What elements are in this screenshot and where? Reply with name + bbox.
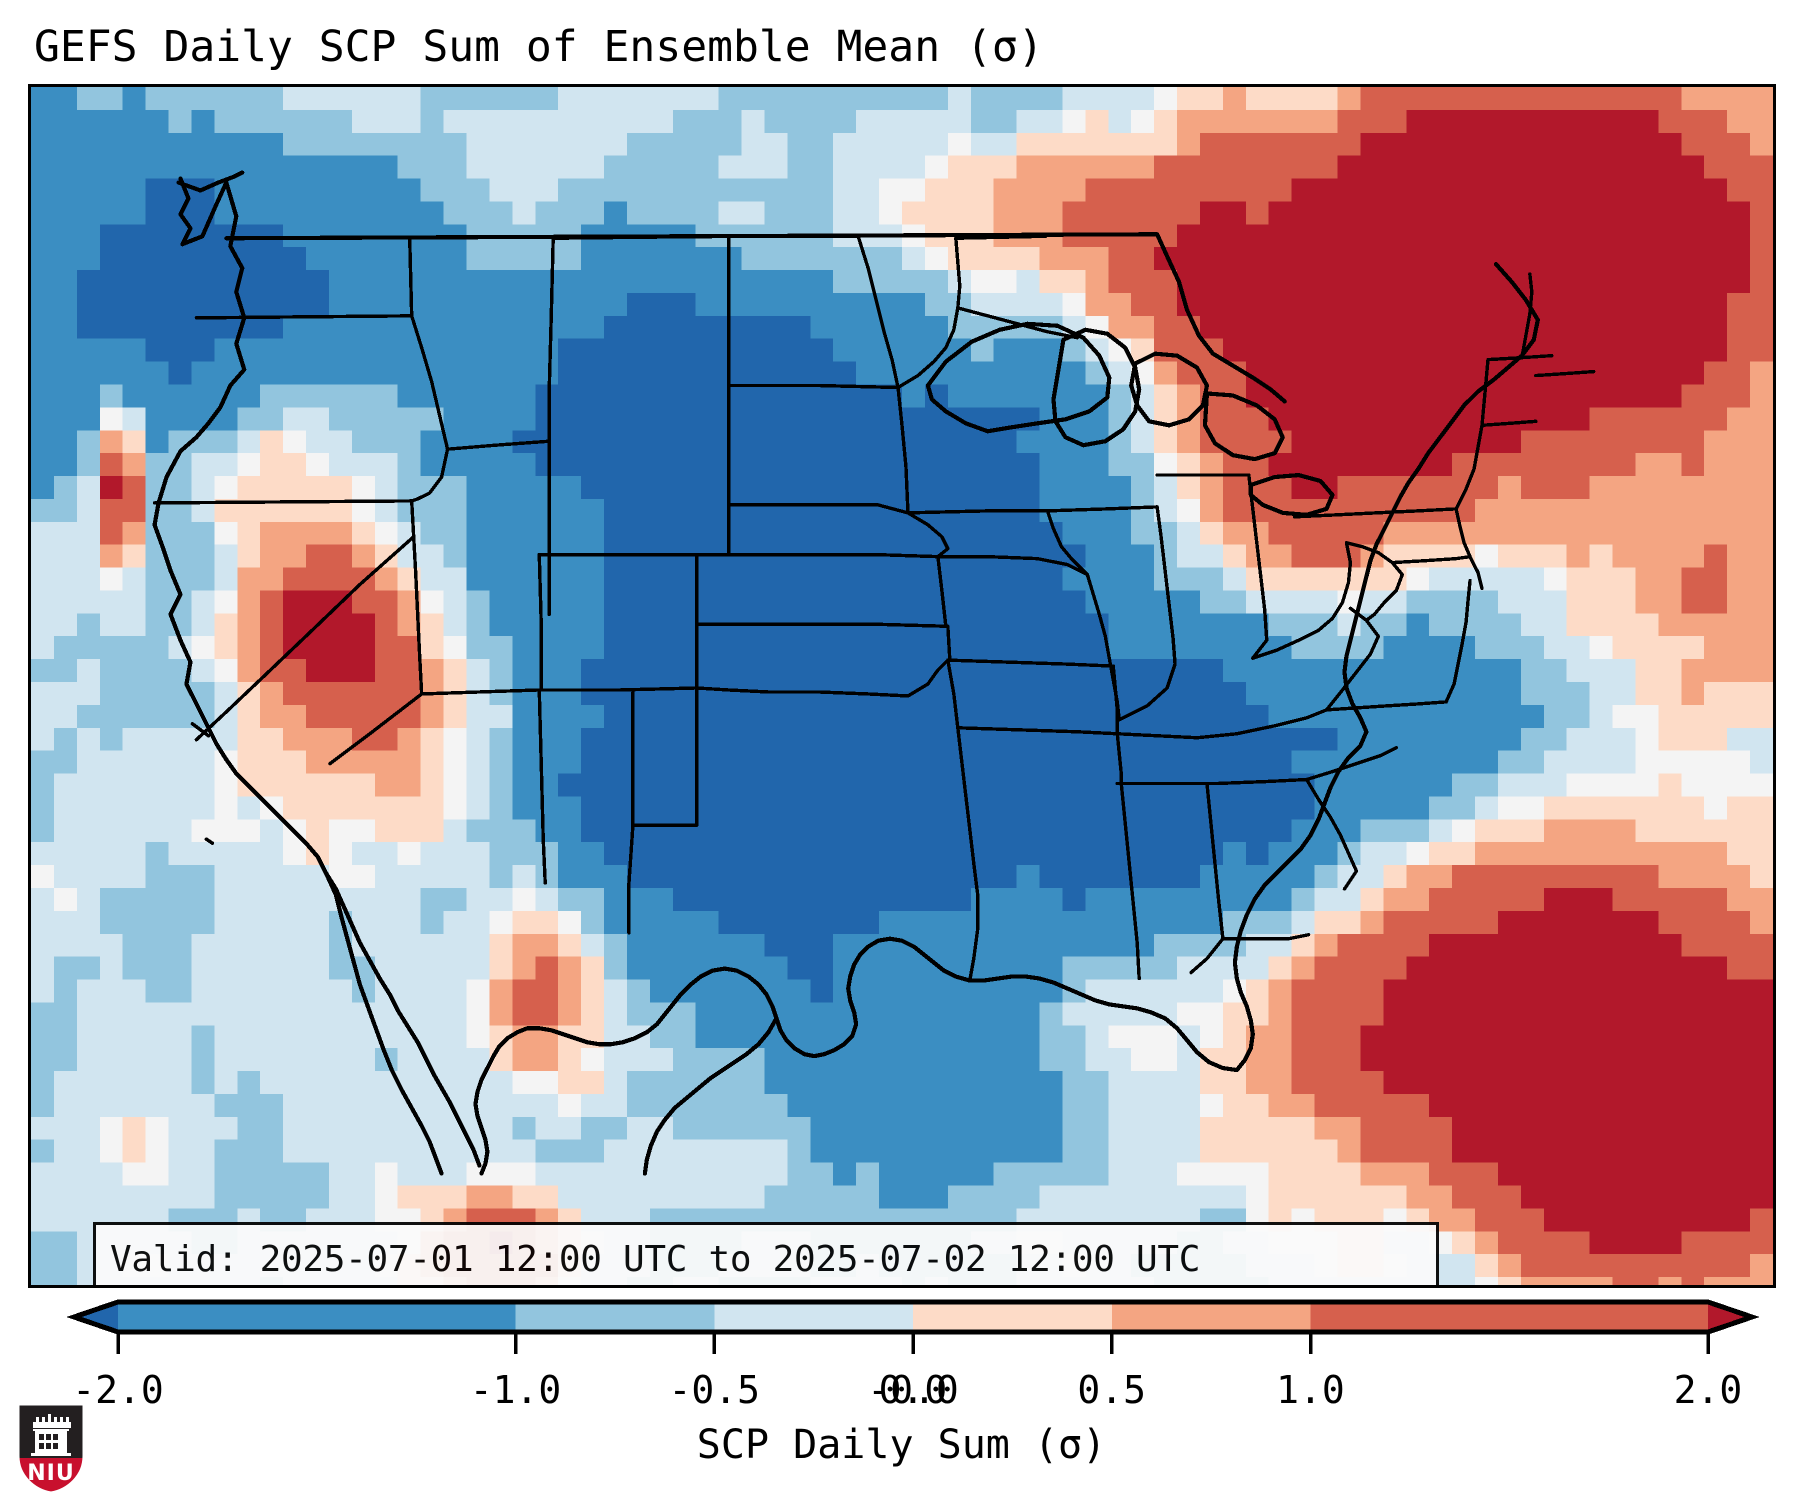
colorbar-axis-label: SCP Daily Sum (σ) xyxy=(696,1422,1107,1468)
niu-shield-logo: NIU xyxy=(16,1402,86,1495)
colorbar-band xyxy=(118,1302,516,1332)
colorbar-outline xyxy=(66,1299,1760,1335)
map-panel[interactable]: Valid: 2025-07-01 12:00 UTC to 2025-07-0… xyxy=(28,84,1776,1288)
heatmap-cell-group xyxy=(76,178,1338,1003)
colorbar-tick-label: -0.0 xyxy=(867,1368,959,1412)
colorbar-tick-label: -1.0 xyxy=(469,1368,562,1412)
geography-outlines xyxy=(152,170,1596,1176)
logo-shield-outline xyxy=(16,1402,86,1495)
colorbar-band xyxy=(1111,1302,1311,1332)
map-heatmap-canvas xyxy=(31,87,1773,1285)
colorbar-band xyxy=(515,1302,715,1332)
logo-windows xyxy=(39,1434,58,1449)
colorbar-tick-label: -2.0 xyxy=(72,1368,164,1412)
info-box: Valid: 2025-07-01 12:00 UTC to 2025-07-0… xyxy=(93,1222,1439,1286)
colorbar-band xyxy=(913,1302,1112,1332)
heatmap-cell-group xyxy=(99,87,1773,1285)
colorbar-under-extend xyxy=(74,1302,118,1332)
info-run-line: Run: 2025-06-27 00:00 UTC xyxy=(110,1283,687,1286)
info-valid-line: Valid: 2025-07-01 12:00 UTC to 2025-07-0… xyxy=(110,1239,1201,1280)
colorbar-band xyxy=(714,1302,913,1332)
heatmap-cell-group xyxy=(99,87,1773,1285)
colorbar-tick-label: 0.0 xyxy=(878,1368,948,1412)
heatmap-cell-group xyxy=(31,87,1544,1209)
colorbar-tick-label: 0.5 xyxy=(1077,1368,1147,1412)
colorbar[interactable] xyxy=(28,1296,1776,1366)
colorbar-tick-label: 1.0 xyxy=(1276,1368,1345,1412)
heatmap-cell-group xyxy=(99,109,1773,1255)
colorbar-over-extend xyxy=(1708,1302,1752,1332)
heatmap-cell-group xyxy=(31,87,1773,1285)
logo-text: NIU xyxy=(27,1461,74,1486)
heatmap-cell-group xyxy=(122,87,1773,1285)
colorbar-tick-label: 2.0 xyxy=(1673,1368,1743,1412)
colorbar-band xyxy=(1310,1302,1708,1332)
colorbar-tick-labels: -2.0 -1.0 -0.5 -0.0 0.0 0.5 1.0 2.0 xyxy=(28,1368,1776,1414)
colorbar-tick-label: -0.5 xyxy=(668,1368,761,1412)
page-title: GEFS Daily SCP Sum of Ensemble Mean (σ) xyxy=(34,22,1044,72)
colorbar-svg xyxy=(66,1299,1760,1354)
